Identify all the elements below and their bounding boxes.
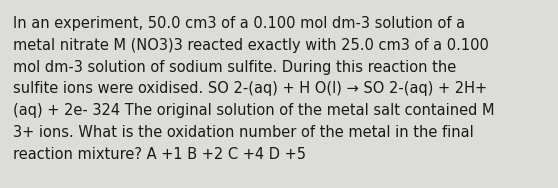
Text: reaction mixture? A +1 B +2 C +4 D +5: reaction mixture? A +1 B +2 C +4 D +5 (13, 147, 306, 162)
Text: (aq) + 2e- 324 The original solution of the metal salt contained M: (aq) + 2e- 324 The original solution of … (13, 103, 494, 118)
Text: 3+ ions. What is the oxidation number of the metal in the final: 3+ ions. What is the oxidation number of… (13, 125, 474, 140)
Text: In an experiment, 50.0 cm3 of a 0.100 mol dm-3 solution of a: In an experiment, 50.0 cm3 of a 0.100 mo… (13, 16, 465, 31)
Text: sulfite ions were oxidised. SO 2-(aq) + H O(l) → SO 2-(aq) + 2H+: sulfite ions were oxidised. SO 2-(aq) + … (13, 81, 487, 96)
Text: metal nitrate M (NO3)3 reacted exactly with 25.0 cm3 of a 0.100: metal nitrate M (NO3)3 reacted exactly w… (13, 38, 489, 53)
Text: mol dm-3 solution of sodium sulfite. During this reaction the: mol dm-3 solution of sodium sulfite. Dur… (13, 60, 456, 75)
